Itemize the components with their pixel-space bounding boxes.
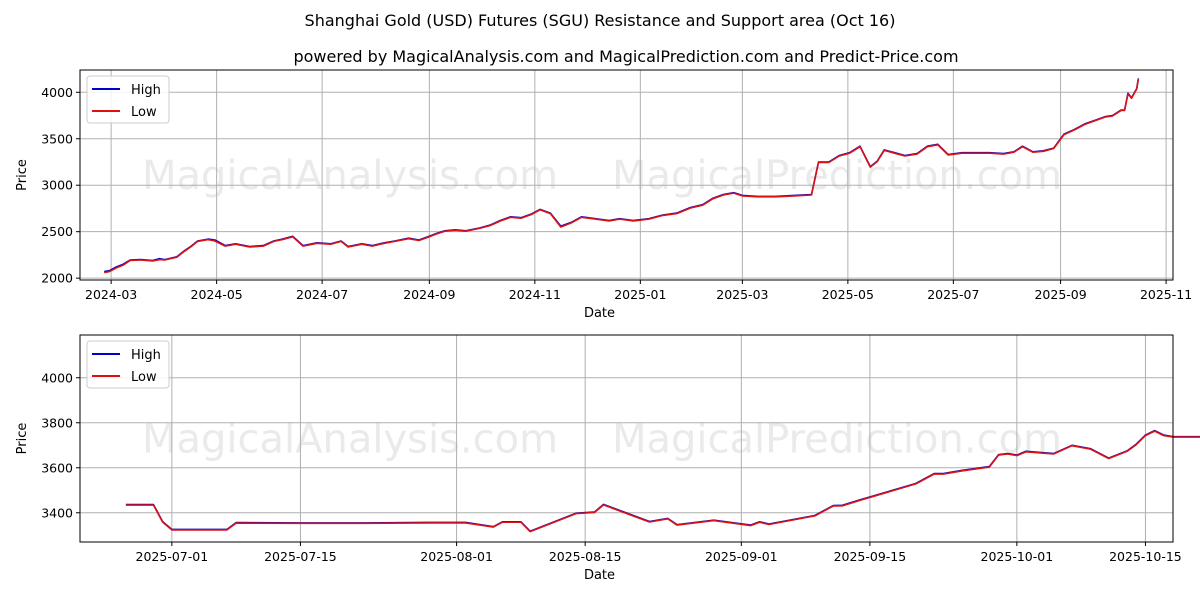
x-tick-label: 2025-10-15 xyxy=(1109,549,1182,564)
x-tick-label: 2024-09 xyxy=(403,287,455,302)
watermark-left: MagicalAnalysis.com xyxy=(142,417,558,463)
x-tick-label: 2025-07 xyxy=(927,287,979,302)
x-tick-label: 2025-08-15 xyxy=(549,549,622,564)
legend-label-high: High xyxy=(131,83,161,98)
watermark-right: MagicalPrediction.com xyxy=(612,153,1062,199)
x-tick-label: 2025-07-01 xyxy=(136,549,209,564)
x-tick-label: 2024-07 xyxy=(296,287,348,302)
y-tick-label: 2000 xyxy=(41,271,73,286)
grid xyxy=(80,335,1173,542)
chart-title: Shanghai Gold (USD) Futures (SGU) Resist… xyxy=(305,11,896,30)
legend: High Low xyxy=(86,75,170,124)
chart-subtitle: powered by MagicalAnalysis.com and Magic… xyxy=(293,47,958,66)
x-tick-label: 2024-03 xyxy=(85,287,137,302)
x-tick-label: 2025-11 xyxy=(1140,287,1192,302)
y-tick-label: 3800 xyxy=(41,415,73,430)
x-tick-label: 2025-05 xyxy=(822,287,874,302)
y-tick-label: 3500 xyxy=(41,131,73,146)
x-tick-label: 2024-05 xyxy=(191,287,243,302)
grid xyxy=(80,70,1173,280)
y-axis-label: Price xyxy=(15,159,30,191)
legend-label-high: High xyxy=(131,348,161,363)
watermark-left: MagicalAnalysis.com xyxy=(142,153,558,199)
x-axis-label: Date xyxy=(584,568,615,583)
y-tick-label: 4000 xyxy=(41,85,73,100)
x-tick-label: 2025-01 xyxy=(614,287,666,302)
y-tick-label: 2500 xyxy=(41,224,73,239)
y-tick-label: 3000 xyxy=(41,178,73,193)
y-tick-label: 4000 xyxy=(41,370,73,385)
watermark-right: MagicalPrediction.com xyxy=(612,417,1062,463)
legend: High Low xyxy=(86,340,170,389)
x-tick-label: 2025-08-01 xyxy=(420,549,493,564)
series-line-low xyxy=(125,430,1200,533)
panel-1: MagicalAnalysis.com MagicalPrediction.com… xyxy=(15,69,1192,321)
x-tick-label: 2025-09 xyxy=(1034,287,1086,302)
axes-frame xyxy=(79,334,1174,543)
y-axis-label: Price xyxy=(15,423,30,455)
y-tick-label: 3400 xyxy=(41,505,73,520)
x-tick-label: 2025-10-01 xyxy=(981,549,1054,564)
y-tick-label: 3600 xyxy=(41,460,73,475)
series-line-low xyxy=(104,78,1140,274)
x-tick-label: 2025-09-15 xyxy=(834,549,907,564)
x-tick-label: 2025-03 xyxy=(716,287,768,302)
x-tick-label: 2024-11 xyxy=(509,287,561,302)
x-tick-label: 2025-09-01 xyxy=(705,549,778,564)
legend-label-low: Low xyxy=(131,370,157,385)
x-tick-label: 2025-07-15 xyxy=(264,549,337,564)
x-axis-label: Date xyxy=(584,306,615,321)
legend-label-low: Low xyxy=(131,105,157,120)
panel-2: MagicalAnalysis.com MagicalPrediction.com… xyxy=(15,334,1200,583)
axes-frame xyxy=(79,69,1174,281)
